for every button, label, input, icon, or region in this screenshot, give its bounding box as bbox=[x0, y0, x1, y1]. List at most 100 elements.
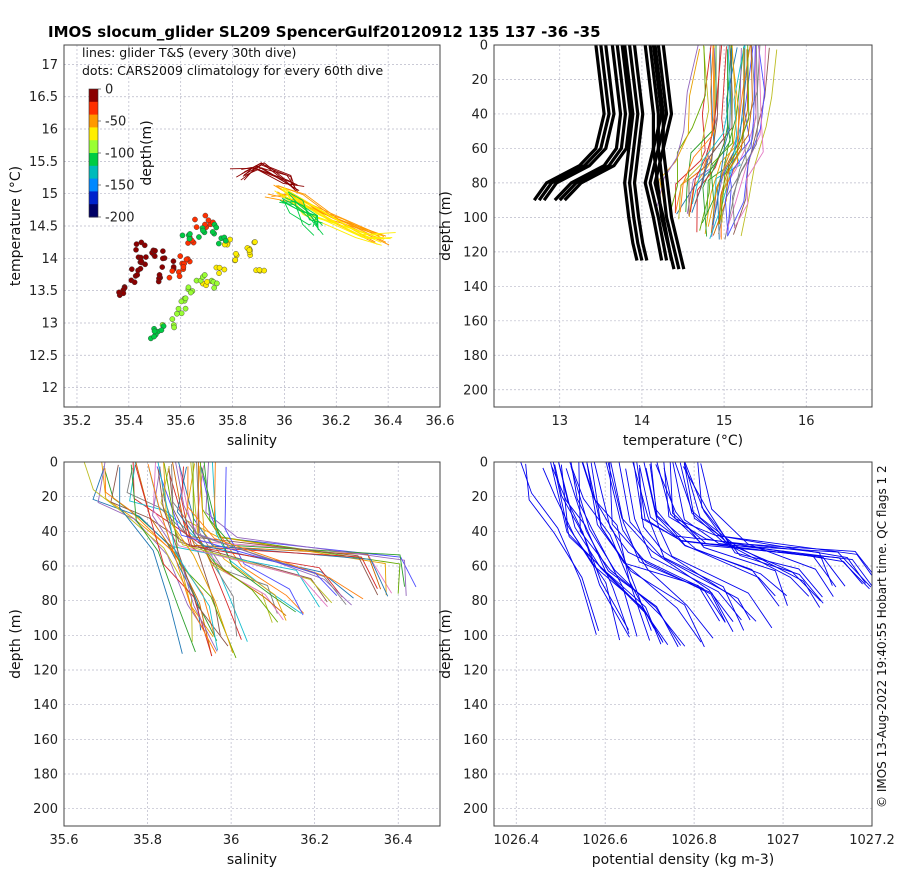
temp-glider-profile bbox=[733, 45, 764, 229]
density-depth-ytick-label: 40 bbox=[471, 525, 488, 540]
ts-climatology-dot bbox=[232, 257, 239, 263]
ts-climatology-dot bbox=[196, 234, 202, 240]
density-depth-ytick-label: 0 bbox=[480, 456, 488, 471]
ts-climatology-dot bbox=[213, 224, 220, 231]
ts-climatology-dot bbox=[131, 279, 138, 286]
ts-ytick-label: 17 bbox=[41, 58, 58, 73]
temp-glider-profile bbox=[688, 45, 716, 218]
ts-glider-line bbox=[290, 200, 315, 236]
ts-ytick-label: 15.5 bbox=[29, 155, 58, 170]
density-profile bbox=[684, 462, 822, 602]
ts-climatology-dot bbox=[137, 265, 144, 272]
ts-climatology-dot bbox=[180, 264, 187, 270]
temp-depth-ytick-label: 40 bbox=[471, 107, 488, 122]
sal-depth-ytick-label: 120 bbox=[33, 664, 58, 679]
temp-depth-xtick-label: 15 bbox=[716, 414, 733, 429]
temp-glider-profile bbox=[688, 45, 721, 216]
temp-climatology-profile bbox=[643, 45, 664, 261]
temp-glider-profile bbox=[701, 49, 729, 224]
density-depth-ytick-label: 180 bbox=[463, 768, 488, 783]
density-depth-frame bbox=[493, 461, 873, 827]
temp-depth-ytick-label: 160 bbox=[463, 314, 488, 329]
ts-ytick-label: 12.5 bbox=[29, 349, 58, 364]
temp-depth-xtick-label: 16 bbox=[798, 414, 815, 429]
ts-ylabel: temperature (°C) bbox=[8, 166, 24, 286]
salinity-profile bbox=[198, 465, 287, 621]
panels: 35.2 35.4 35.6 35.8 36 36.2 36.4 36.6 12 12.5 13 13… bbox=[8, 39, 895, 869]
density-depth-xtick-label: 1026.8 bbox=[671, 833, 717, 848]
ts-climatology-dot bbox=[166, 274, 173, 281]
ts-ytick-label: 15 bbox=[41, 187, 58, 202]
ts-ytick-label: 14.5 bbox=[29, 220, 58, 235]
temp-climatology-profile bbox=[563, 45, 633, 202]
sal-depth-plot-area bbox=[64, 462, 440, 826]
density-profile bbox=[638, 464, 833, 586]
temp-depth-plot-area bbox=[494, 45, 872, 407]
ts-climatology-dot bbox=[133, 241, 140, 247]
temp-climatology-profile bbox=[537, 45, 611, 202]
temp-glider-profile bbox=[740, 49, 778, 237]
density-profile bbox=[551, 466, 630, 635]
density-profile bbox=[570, 462, 638, 637]
ts-climatology-dot bbox=[133, 247, 139, 253]
ts-climatology-dot bbox=[214, 280, 220, 287]
ts-climatology-dot bbox=[159, 264, 166, 270]
salinity-profile bbox=[130, 464, 196, 653]
density-profile bbox=[593, 462, 726, 623]
temp-glider-profile bbox=[718, 45, 750, 225]
sal-depth-xtick-label: 36 bbox=[223, 833, 240, 848]
salinity-profile bbox=[203, 462, 406, 587]
ts-climatology-dot bbox=[160, 248, 166, 254]
temp-climatology-profile bbox=[623, 45, 639, 261]
ts-xtick-label: 35.8 bbox=[218, 414, 247, 429]
temp-climatology-profile bbox=[653, 45, 674, 261]
density-profile bbox=[645, 467, 780, 607]
temp-climatology-profile bbox=[532, 45, 606, 202]
ts-climatology-dot bbox=[186, 235, 193, 242]
ts-climatology-dot bbox=[216, 264, 223, 271]
density-depth-ytick-label: 80 bbox=[471, 594, 488, 609]
colorbar-segment bbox=[89, 204, 98, 218]
density-profile bbox=[683, 463, 872, 577]
ts-climatology-dot bbox=[170, 258, 177, 265]
density-depth-xtick-label: 1027 bbox=[767, 833, 800, 848]
ts-climatology-dot bbox=[192, 216, 198, 223]
temp-climatology-profile bbox=[542, 45, 616, 202]
temp-depth-xtick-label: 14 bbox=[634, 414, 651, 429]
ts-climatology-dot bbox=[120, 290, 127, 297]
salinity-profile bbox=[119, 467, 183, 654]
density-profile bbox=[643, 462, 773, 629]
colorbar-tick-label: -150 bbox=[105, 179, 135, 194]
sal-depth-ytick-label: 200 bbox=[33, 802, 58, 817]
density-depth-ytick-label: 160 bbox=[463, 733, 488, 748]
sal-depth-ytick-label: 160 bbox=[33, 733, 58, 748]
ts-climatology-dot bbox=[156, 272, 163, 278]
temp-depth-ytick-label: 20 bbox=[471, 73, 488, 88]
colorbar-tick-label: -50 bbox=[105, 115, 126, 130]
ts-climatology-dot bbox=[169, 268, 176, 274]
salinity-profile bbox=[178, 462, 389, 597]
ts-climatology-dot bbox=[261, 267, 267, 274]
ts-climatology-dot bbox=[187, 289, 194, 296]
colorbar-segment bbox=[89, 178, 98, 192]
colorbar-tick-label: 0 bbox=[105, 83, 113, 98]
ts-glider-line bbox=[244, 167, 295, 189]
salinity-profile bbox=[104, 468, 215, 636]
salinity-profile bbox=[157, 462, 219, 651]
ts-xtick-label: 36.4 bbox=[374, 414, 403, 429]
sal-depth-xlabel: salinity bbox=[227, 852, 277, 868]
temp-glider-profile bbox=[694, 45, 733, 205]
ts-xtick-label: 36 bbox=[276, 414, 293, 429]
ts-climatology-dot bbox=[174, 310, 180, 317]
salinity-profile bbox=[205, 462, 407, 596]
sal-depth-xtick-label: 35.8 bbox=[133, 833, 162, 848]
density-depth-ytick-label: 140 bbox=[463, 698, 488, 713]
density-profile bbox=[520, 462, 597, 635]
sal-depth-ytick-label: 100 bbox=[33, 629, 58, 644]
density-profile bbox=[632, 462, 751, 621]
ts-climatology-dot bbox=[141, 242, 148, 249]
salinity-profile bbox=[201, 467, 296, 613]
ts-climatology-dot bbox=[176, 273, 183, 280]
temp-glider-profile bbox=[679, 47, 714, 213]
